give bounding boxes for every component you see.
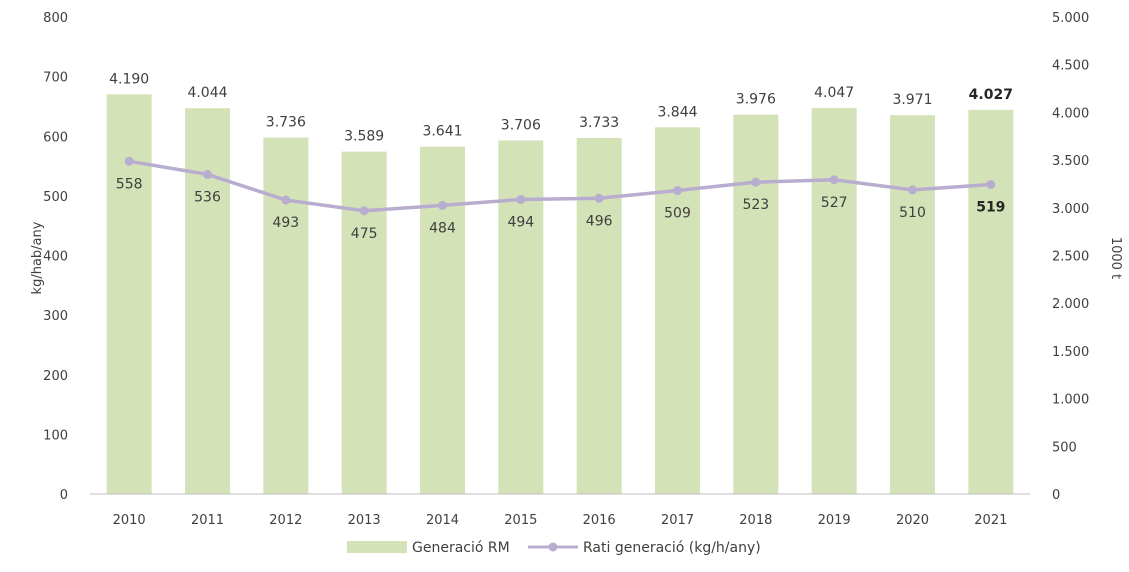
y-tick-label: 200 [43, 369, 68, 384]
y2-axis-title: 1000 t [1108, 237, 1123, 279]
bar-value-label: 3.844 [657, 104, 697, 120]
y-tick-label: 800 [43, 11, 68, 26]
legend-label-line: Rati generació (kg/h/any) [583, 540, 761, 556]
bar-value-label: 4.027 [969, 87, 1013, 103]
x-tick-label: 2011 [191, 513, 224, 528]
bar-value-label: 4.047 [814, 85, 854, 101]
line-value-label: 536 [194, 189, 221, 205]
bar-2015 [498, 140, 544, 494]
y-tick-label: 500 [43, 190, 68, 205]
ratio-marker-2018 [751, 177, 761, 187]
bars-layer [106, 94, 1014, 495]
bar-value-label: 3.736 [266, 115, 306, 131]
line-value-label: 475 [351, 226, 378, 242]
line-value-label: 527 [821, 195, 848, 211]
x-tick-label: 2015 [504, 513, 537, 528]
ratio-marker-2010 [124, 156, 134, 166]
ratio-marker-2013 [359, 206, 369, 216]
y2-tick-label: 3.000 [1052, 202, 1089, 217]
bar-value-label: 3.733 [579, 115, 619, 131]
y-axis-title: kg/hab/any [30, 221, 45, 294]
y2-tick-label: 0 [1052, 488, 1060, 503]
bar-value-label: 3.641 [422, 124, 462, 140]
bar-value-label: 3.971 [892, 92, 932, 108]
ratio-marker-2021 [986, 180, 996, 190]
x-tick-label: 2017 [661, 513, 694, 528]
x-tick-label: 2018 [739, 513, 772, 528]
bar-value-label: 4.190 [109, 71, 149, 87]
labels-layer: 4.190 4.044 3.736 3.589 3.641 3.706 3.733 3.844… [109, 71, 1013, 242]
y2-tick-label: 1.000 [1052, 393, 1089, 408]
line-value-label: 493 [272, 215, 299, 231]
x-tick-label: 2016 [583, 513, 616, 528]
bar-value-label: 3.706 [501, 117, 541, 133]
line-value-label: 558 [116, 176, 143, 192]
bar-value-label: 3.589 [344, 129, 384, 145]
legend: Generació RM Rati generació (kg/h/any) [347, 540, 761, 556]
bar-2018 [733, 114, 779, 494]
y2-tick-label: 3.500 [1052, 154, 1089, 169]
y2-tick-label: 5.000 [1052, 11, 1089, 26]
x-tick-label: 2014 [426, 513, 459, 528]
y2-tick-label: 2.500 [1052, 250, 1089, 265]
x-tick-label: 2019 [818, 513, 851, 528]
x-tick-label: 2020 [896, 513, 929, 528]
line-value-label: 523 [742, 197, 769, 213]
bar-value-label: 4.044 [187, 85, 227, 101]
line-value-label: 519 [976, 200, 1005, 216]
y-tick-label: 0 [60, 488, 68, 503]
legend-swatch-bar [347, 541, 407, 553]
bar-2020 [890, 115, 935, 495]
y-tick-label: 300 [43, 309, 68, 324]
bar-2011 [185, 108, 230, 495]
x-tick-label: 2010 [113, 513, 146, 528]
line-value-label: 496 [586, 213, 613, 229]
ratio-marker-2015 [516, 194, 526, 204]
bar-2014 [420, 146, 465, 494]
line-value-label: 509 [664, 206, 691, 222]
bar-2019 [811, 107, 857, 494]
bar-2016 [576, 137, 622, 494]
ratio-marker-2020 [908, 185, 917, 195]
bar-2021 [968, 109, 1014, 494]
y-tick-label: 600 [43, 130, 68, 145]
line-layer [124, 156, 996, 216]
ratio-marker-2012 [281, 195, 291, 205]
ratio-line [128, 159, 991, 213]
x-tick-label: 2021 [974, 513, 1007, 528]
legend-swatch-marker [548, 542, 558, 552]
bar-2017 [655, 127, 700, 494]
bar-value-label: 3.976 [736, 92, 776, 108]
y2-tick-label: 4.000 [1052, 106, 1089, 121]
x-tick-label: 2012 [269, 513, 302, 528]
y2-tick-label: 500 [1052, 440, 1077, 455]
ratio-marker-2017 [673, 186, 682, 196]
line-value-label: 484 [429, 220, 456, 236]
bar-2012 [263, 137, 309, 494]
bar-2013 [341, 151, 387, 494]
y2-tick-label: 2.000 [1052, 297, 1089, 312]
line-value-label: 494 [507, 214, 534, 230]
ratio-marker-2016 [594, 193, 604, 203]
y-tick-label: 400 [43, 250, 68, 265]
ratio-marker-2014 [438, 200, 447, 210]
y2-tick-label: 1.500 [1052, 345, 1089, 360]
x-tick-label: 2013 [348, 513, 381, 528]
y-tick-label: 700 [43, 71, 68, 86]
axes-layer: 0 100 200 300 400 500 600 700 800 0 500 1.000 1.500 2… [43, 11, 1089, 528]
ratio-marker-2011 [203, 169, 212, 179]
ratio-marker-2019 [829, 175, 839, 185]
legend-label-bar: Generació RM [412, 540, 510, 556]
y2-tick-label: 4.500 [1052, 59, 1089, 74]
line-value-label: 510 [899, 205, 926, 221]
y-tick-label: 100 [43, 428, 68, 443]
bar-2010 [106, 94, 152, 495]
